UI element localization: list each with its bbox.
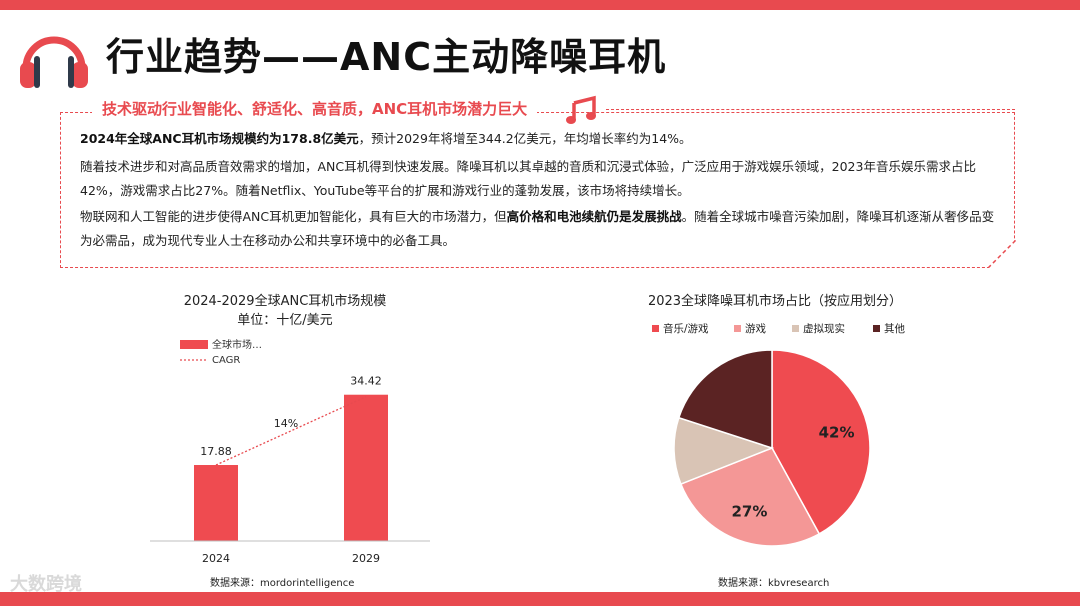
bar-2024	[194, 465, 238, 541]
summary-text-1: ，预计2029年将增至344.2亿美元，年均增长率约为14%。	[358, 131, 692, 146]
pie-slice-label-1: 27%	[731, 503, 767, 521]
pie-legend-label-3: 其他	[884, 322, 905, 335]
watermark-logo: 大数跨境	[10, 574, 82, 595]
pie-slice-3	[677, 349, 773, 450]
x-tick-label-2029: 2029	[352, 552, 380, 565]
subtitle-divider	[606, 109, 1015, 110]
summary-text-3b: 。随着全球城市噪音污染加剧，降噪耳机逐渐从奢侈品变为必需品，成为现代专业人士在移…	[80, 209, 995, 248]
bar-chart-source: 数据来源：mordorintelligence	[210, 578, 355, 589]
bar-chart: 全球市场… CAGR 17.88 2024 34.42 2029 14%	[150, 338, 430, 565]
summary-text-3a: 物联网和人工智能的进步使得ANC耳机更加智能化，具有巨大的市场潜力，但	[80, 209, 507, 224]
legend-label-market: 全球市场…	[212, 338, 262, 351]
music-note-icon	[566, 95, 596, 124]
legend-label-cagr: CAGR	[212, 355, 240, 366]
pie-chart: 音乐/游戏 游戏 虚拟现实 其他 42% 27%	[652, 322, 905, 547]
section-subtitle: 技术驱动行业智能化、舒适化、高音质，ANC耳机市场潜力巨大	[92, 98, 538, 119]
summary-paragraph-2: 随着技术进步和对高品质音效需求的增加，ANC耳机得到快速发展。降噪耳机以其卓越的…	[80, 159, 976, 198]
bar-chart-title: 2024-2029全球ANC耳机市场规模	[183, 294, 387, 309]
summary-highlight-3: 高价格和电池续航仍是发展挑战	[506, 209, 682, 224]
box-corner-fold	[988, 240, 1016, 268]
legend-swatch-market	[180, 340, 208, 349]
summary-highlight-1: 2024年全球ANC耳机市场规模约为178.8亿美元	[80, 131, 359, 146]
bar-chart-unit: 单位：十亿/美元	[237, 313, 333, 328]
headphones-icon	[20, 36, 88, 88]
pie-chart-source: 数据来源：kbvresearch	[718, 578, 830, 589]
summary-paragraph-1: 2024年全球ANC耳机市场规模约为178.8亿美元，预计2029年将增至344…	[80, 127, 1000, 151]
bar-value-label-2024: 17.88	[200, 445, 232, 458]
pie-slice-label-0: 42%	[819, 423, 855, 441]
pie-legend-label-2: 虚拟现实	[803, 322, 845, 335]
page-title: 行业趋势——ANC主动降噪耳机	[106, 35, 667, 79]
pie-legend-label-0: 音乐/游戏	[663, 322, 709, 335]
pie-chart-title: 2023全球降噪耳机市场占比（按应用划分）	[647, 294, 903, 309]
bar-2029	[344, 394, 388, 541]
bottom-accent-bar	[0, 592, 1080, 606]
cagr-line	[215, 396, 367, 466]
pie-legend-swatch-0	[652, 325, 659, 332]
pie-legend-swatch-2	[792, 325, 799, 332]
pie-legend-swatch-1	[734, 325, 741, 332]
cagr-label: 14%	[274, 417, 298, 430]
summary-paragraph-3: 物联网和人工智能的进步使得ANC耳机更加智能化，具有巨大的市场潜力，但高价格和电…	[80, 205, 1000, 253]
pie-slice-1	[679, 447, 821, 547]
pie-legend-swatch-3	[873, 325, 880, 332]
top-accent-bar	[0, 0, 1080, 10]
bar-value-label-2029: 34.42	[350, 375, 382, 388]
pie-legend-label-1: 游戏	[745, 322, 766, 335]
x-tick-label-2024: 2024	[202, 552, 230, 565]
pie-slice-0	[771, 349, 871, 535]
pie-slice-2	[673, 416, 775, 486]
summary-box	[60, 112, 1015, 268]
